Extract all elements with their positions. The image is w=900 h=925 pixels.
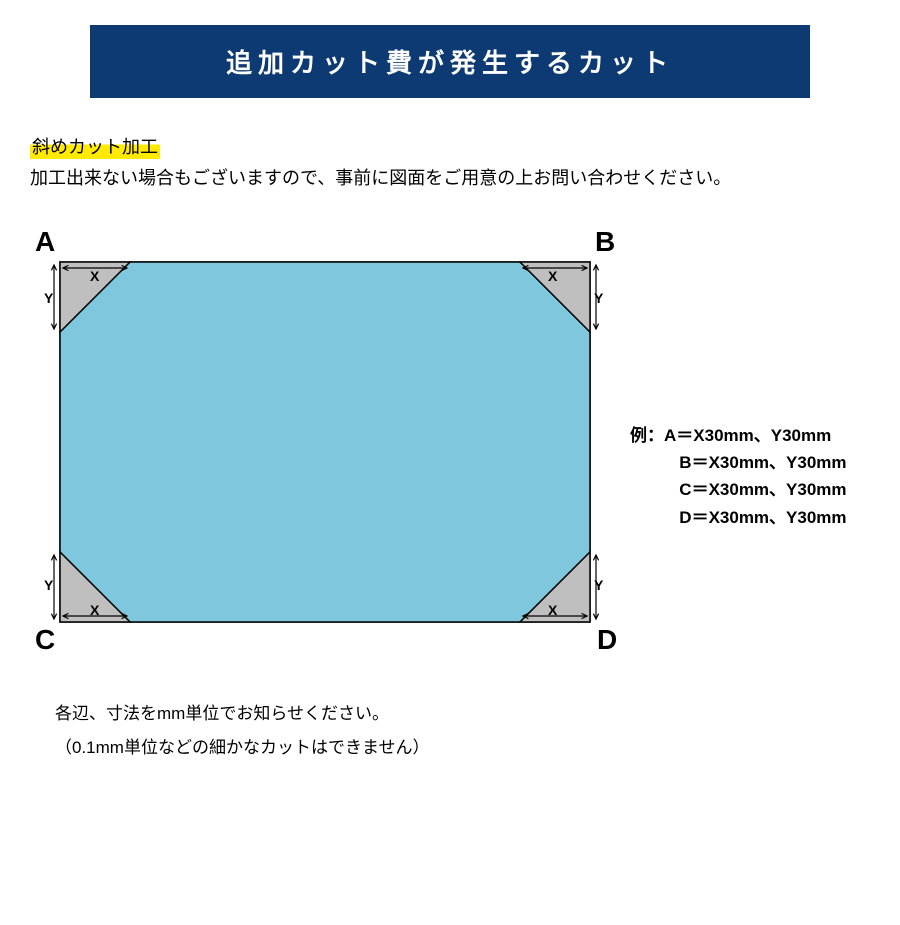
example-line-2: B＝X30mm、Y30mm	[630, 449, 847, 476]
subtitle-highlight: 斜めカット加工	[30, 133, 160, 159]
dim-d-y: Y	[594, 577, 603, 593]
corner-label-c: C	[35, 624, 55, 656]
example-block: 例：A＝X30mm、Y30mm B＝X30mm、Y30mm C＝X30mm、Y3…	[630, 422, 847, 531]
corner-label-d: D	[597, 624, 617, 656]
dim-c-y: Y	[44, 577, 53, 593]
dim-b-x: X	[548, 268, 557, 284]
diagram-container: A B C D X Y X Y X Y X Y 例：A＝X30mm、Y30mm …	[40, 232, 860, 652]
header-bar: 追加カット費が発生するカット	[90, 25, 810, 98]
example-line-4: D＝X30mm、Y30mm	[630, 504, 847, 531]
footnote-line-1: 各辺、寸法をmm単位でお知らせください。	[55, 697, 900, 731]
description: 加工出来ない場合もございますので、事前に図面をご用意の上お問い合わせください。	[30, 165, 870, 192]
dim-a-x: X	[90, 268, 99, 284]
corner-label-a: A	[35, 226, 55, 258]
dim-b-y: Y	[594, 290, 603, 306]
dim-a-y: Y	[44, 290, 53, 306]
header-text: 追加カット費が発生するカット	[226, 48, 674, 78]
dim-d-x: X	[548, 602, 557, 618]
cut-diagram	[40, 232, 620, 652]
corner-label-b: B	[595, 226, 615, 258]
footnote: 各辺、寸法をmm単位でお知らせください。 （0.1mm単位などの細かなカットはで…	[55, 697, 900, 765]
example-line-3: C＝X30mm、Y30mm	[630, 476, 847, 503]
dim-c-x: X	[90, 602, 99, 618]
subtitle: 斜めカット加工	[30, 133, 900, 159]
footnote-line-2: （0.1mm単位などの細かなカットはできません）	[55, 731, 900, 765]
example-line-1: 例：A＝X30mm、Y30mm	[630, 422, 847, 449]
